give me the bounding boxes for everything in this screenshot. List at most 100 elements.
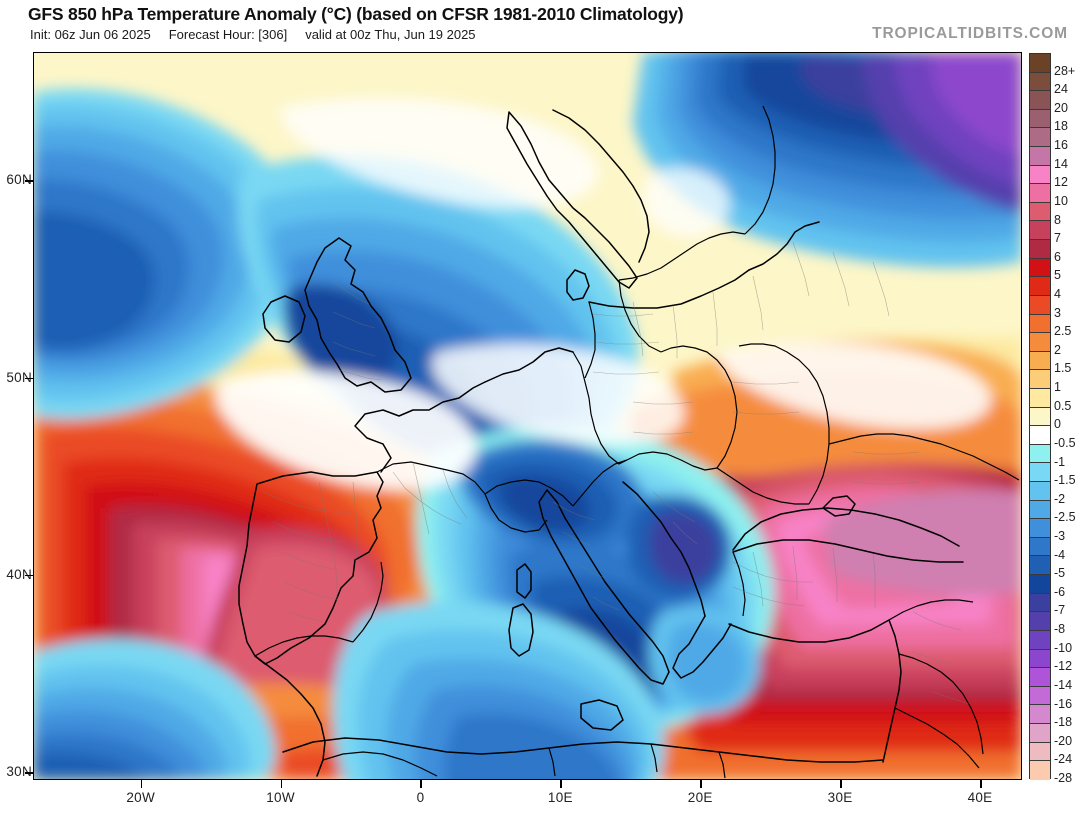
colorbar-swatch: [1030, 630, 1050, 650]
colorbar-tick-label: 4: [1054, 287, 1061, 301]
colorbar-swatch: [1030, 668, 1050, 687]
lon-tick: [840, 780, 842, 788]
colorbar-swatch: [1030, 351, 1050, 371]
colorbar-swatch: [1030, 258, 1050, 278]
colorbar-swatch: [1030, 761, 1050, 780]
lon-label: 0: [416, 790, 425, 805]
init-time: Init: 06z Jun 06 2025: [30, 27, 151, 42]
colorbar-tick-label: 8: [1054, 212, 1061, 227]
lon-label: 40E: [967, 790, 993, 805]
colorbar-tick-label: -7: [1054, 603, 1066, 618]
lat-label: 40N: [6, 566, 32, 582]
colorbar-swatch: [1030, 72, 1050, 92]
lon-label: 10E: [547, 790, 573, 805]
colorbar-tick-label: -16: [1054, 696, 1073, 711]
colorbar-swatch: [1030, 221, 1050, 241]
lat-tick: [25, 574, 33, 577]
lat-tick: [25, 377, 33, 380]
colorbar-swatch: [1030, 686, 1050, 706]
colorbar-swatch: [1030, 314, 1050, 334]
colorbar-swatch: [1030, 333, 1050, 352]
colorbar-tick-label: -18: [1054, 715, 1073, 730]
colorbar-tick-label: 10: [1054, 193, 1068, 208]
colorbar-swatch: [1030, 91, 1050, 110]
colorbar-swatch: [1030, 556, 1050, 576]
colorbar-swatch: [1030, 463, 1050, 483]
colorbar-tick-label: 20: [1054, 100, 1068, 115]
colorbar-swatch: [1030, 128, 1050, 148]
colorbar-tick-label: -0.5: [1054, 435, 1076, 450]
colorbar-tick-label: -10: [1054, 640, 1073, 655]
colorbar-tick-label: 24: [1054, 82, 1068, 97]
colorbar-tick-label: -5: [1054, 566, 1066, 581]
lat-tick: [25, 180, 33, 182]
colorbar-swatch: [1030, 444, 1050, 464]
colorbar-swatch: [1030, 202, 1050, 222]
colorbar-swatch: [1030, 165, 1050, 185]
page-title: GFS 850 hPa Temperature Anomaly (°C) (ba…: [28, 4, 684, 25]
colorbar-tick-label: 6: [1054, 249, 1061, 264]
lon-label: 30E: [827, 790, 853, 805]
colorbar-tick-label: -3: [1054, 529, 1066, 543]
lon-label: 20E: [687, 790, 713, 805]
colorbar-tick-label: 2: [1054, 342, 1061, 357]
lon-tick: [980, 780, 982, 788]
colorbar[interactable]: [1029, 53, 1051, 780]
title-text: GFS 850 hPa Temperature Anomaly (°C) (ba…: [28, 4, 684, 24]
colorbar-swatch: [1030, 147, 1050, 166]
colorbar-swatch: [1030, 426, 1050, 445]
colorbar-swatch: [1030, 109, 1050, 129]
colorbar-swatch: [1030, 295, 1050, 315]
colorbar-swatch: [1030, 500, 1050, 520]
colorbar-tick-label: -1.5: [1054, 473, 1076, 488]
lat-tick: [25, 772, 33, 774]
colorbar-swatch: [1030, 742, 1050, 762]
lon-tick: [560, 780, 562, 788]
colorbar-tick-label: -20: [1054, 733, 1073, 748]
temperature-anomaly-field: [33, 52, 1022, 780]
colorbar-tick-label: 1: [1054, 380, 1061, 395]
lon-tick: [700, 780, 702, 788]
site-watermark: TROPICALTIDBITS.COM: [872, 25, 1068, 42]
admin-border-layer: [262, 241, 970, 705]
colorbar-swatch: [1030, 593, 1050, 613]
colorbar-tick-label: 3: [1054, 305, 1061, 320]
lon-tick: [420, 780, 423, 788]
forecast-subtitle: Init: 06z Jun 06 2025 Forecast Hour: [306…: [30, 27, 476, 42]
colorbar-swatch: [1030, 370, 1050, 389]
colorbar-swatch: [1030, 184, 1050, 203]
colorbar-swatch: [1030, 575, 1050, 594]
colorbar-tick-label: 18: [1054, 119, 1068, 134]
colorbar-tick-label: 12: [1054, 175, 1068, 190]
map-canvas[interactable]: [33, 52, 1022, 780]
colorbar-tick-label: 5: [1054, 268, 1061, 283]
colorbar-tick-label: -6: [1054, 584, 1066, 599]
colorbar-tick-label: -12: [1054, 659, 1073, 674]
colorbar-swatch: [1030, 537, 1050, 557]
colorbar-swatch: [1030, 482, 1050, 501]
colorbar-labels: 28+ 24 20 18 16 14 12 10 8 7 6 5 4 3 2.5 2 1.5 1 0.5 0 -0.5 -…: [1054, 53, 1080, 784]
colorbar-tick-label: 14: [1054, 156, 1068, 171]
colorbar-tick-label: 7: [1054, 231, 1061, 246]
colorbar-tick-label: -1: [1054, 454, 1066, 469]
colorbar-tick-label: -8: [1054, 622, 1066, 637]
colorbar-tick-label: 0.5: [1054, 398, 1072, 413]
colorbar-swatch: [1030, 54, 1050, 73]
lon-label: 10W: [266, 790, 295, 805]
colorbar-tick-label: 2.5: [1054, 324, 1072, 339]
valid-time: valid at 00z Thu, Jun 19 2025: [305, 27, 476, 42]
lon-tick: [140, 780, 143, 788]
colorbar-swatch: [1030, 705, 1050, 724]
colorbar-swatch: [1030, 612, 1050, 631]
colorbar-tick-label: 1.5: [1054, 361, 1072, 376]
colorbar-tick-label: -14: [1054, 677, 1073, 692]
colorbar-swatch: [1030, 240, 1050, 259]
colorbar-tick-label: 16: [1054, 138, 1068, 153]
colorbar-tick-label: -2: [1054, 491, 1066, 506]
colorbar-swatch: [1030, 277, 1050, 296]
forecast-hour: Forecast Hour: [306]: [168, 27, 288, 42]
colorbar-tick-label: 28+: [1054, 63, 1076, 78]
lon-tick: [280, 780, 283, 788]
colorbar-swatch: [1030, 388, 1050, 408]
